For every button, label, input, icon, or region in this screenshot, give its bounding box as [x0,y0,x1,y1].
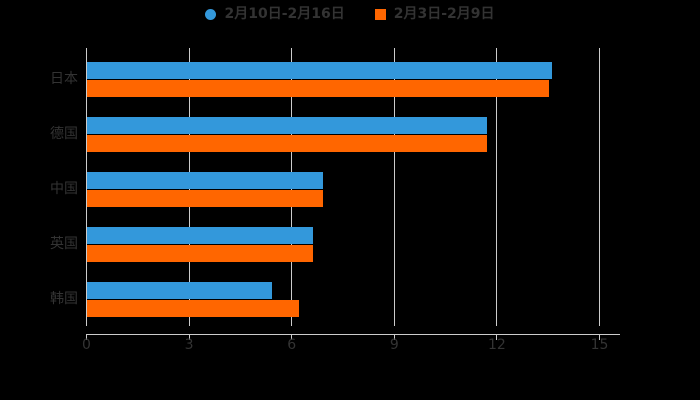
x-tick-label: 15 [590,337,609,353]
axis-tick [393,334,395,340]
axis-tick [291,334,293,340]
x-tick-label: 9 [389,337,399,353]
y-category-label: 中国 [50,181,78,197]
legend-item-current-week[interactable]: 2月10日-2月16日 [205,6,345,22]
legend-label-previous-week: 2月3日-2月9日 [393,6,495,22]
x-tick-label: 6 [287,337,297,353]
bar-previous-week [87,245,313,262]
legend: 2月10日-2月16日 2月3日-2月9日 [0,6,700,22]
x-tick-label: 0 [82,337,91,353]
y-category-label: 德国 [50,126,78,142]
bar-current-week [87,62,553,79]
legend-marker-square-icon [374,8,386,20]
x-tick-label: 12 [487,337,506,353]
y-category-label: 英国 [50,236,78,252]
legend-item-previous-week[interactable]: 2月3日-2月9日 [374,6,495,22]
axis-tick [188,334,190,340]
x-axis-line [86,334,620,335]
legend-marker-circle-icon [205,8,217,20]
bar-previous-week [87,190,323,207]
gridline [393,48,395,326]
bar-previous-week [87,135,488,152]
axis-tick [496,334,498,340]
legend-label-current-week: 2月10日-2月16日 [224,6,345,22]
bar-current-week [87,172,323,189]
gridline [86,48,87,326]
bar-current-week [87,227,313,244]
gridline [496,48,498,326]
bar-current-week [87,117,488,134]
x-tick-label: 3 [184,337,194,353]
y-category-label: 日本 [50,71,78,87]
gridline [599,48,600,326]
y-category-label: 韩国 [50,291,78,307]
axis-tick [599,334,600,340]
bar-current-week [87,282,272,299]
bar-previous-week [87,80,549,97]
axis-tick [86,334,87,340]
bar-previous-week [87,300,300,317]
